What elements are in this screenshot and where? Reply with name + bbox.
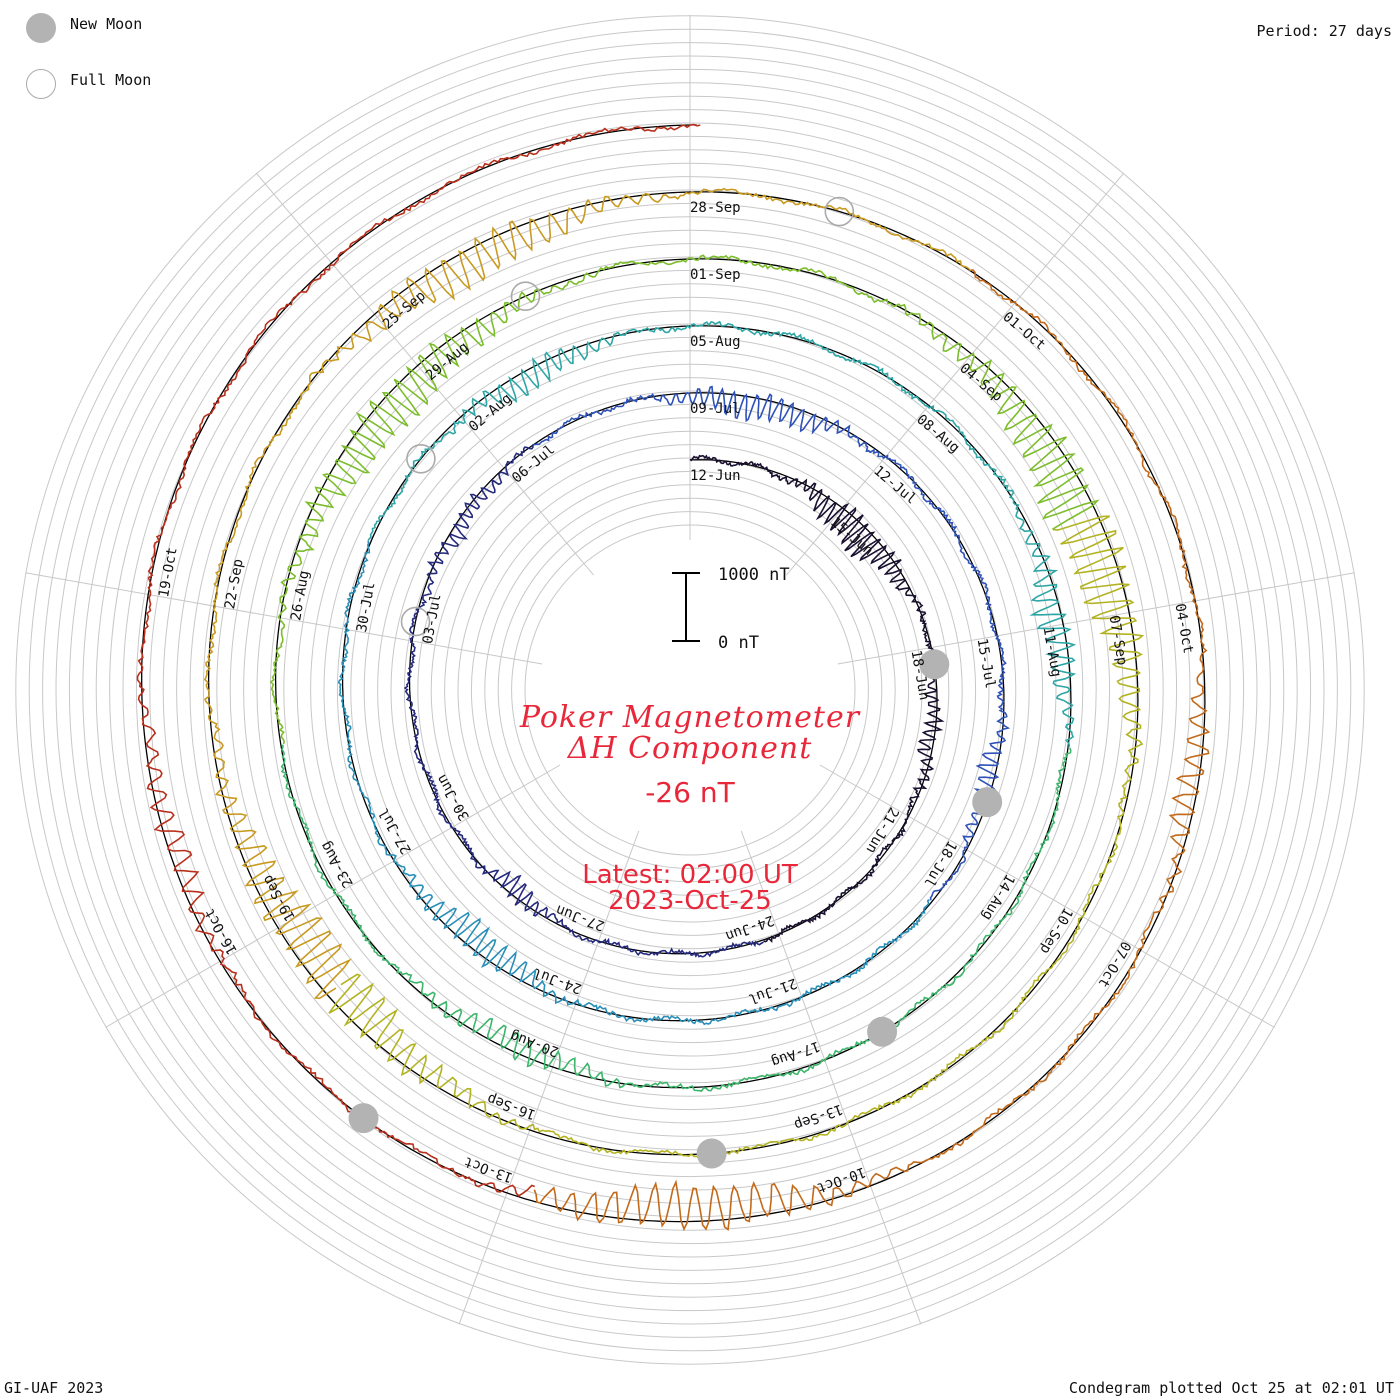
- baseline-spiral: [141, 124, 1206, 1223]
- scale-bar: 1000 nT 0 nT: [672, 565, 790, 653]
- latest-date: 2023-Oct-25: [608, 886, 772, 916]
- series-line: [367, 320, 1077, 748]
- period-label: Period: 27 days: [1256, 22, 1392, 40]
- current-value: -26 nT: [645, 776, 735, 809]
- legend-full-moon-label: Full Moon: [70, 71, 152, 89]
- date-label: 21-Jun: [862, 804, 901, 856]
- date-label: 07-Sep: [1106, 614, 1131, 667]
- date-label: 13-Oct: [462, 1153, 515, 1185]
- new-moon-marker: [348, 1103, 379, 1134]
- full-moon-marker: [510, 281, 541, 312]
- grid-circle: [497, 497, 883, 883]
- date-label: 05-Aug: [690, 334, 741, 350]
- scale-bottom-label: 0 nT: [718, 633, 759, 653]
- series-line: [328, 515, 1145, 1159]
- grid-spoke: [458, 830, 640, 1325]
- date-label: 16-Oct: [202, 905, 241, 957]
- series-line: [533, 269, 1211, 1232]
- full-moon-icon: [26, 69, 56, 99]
- date-label: 16-Sep: [485, 1090, 538, 1122]
- new-moon-icon: [26, 13, 56, 43]
- series-line: [337, 540, 930, 1026]
- chart-title: Poker Magnetometer: [519, 700, 861, 735]
- full-moon-marker: [400, 606, 431, 637]
- latest-time: Latest: 02:00 UT: [582, 860, 798, 890]
- date-label: 12-Jun: [690, 468, 741, 484]
- date-label: 09-Jul: [690, 401, 741, 417]
- moon-layer: [348, 196, 1003, 1169]
- grid-spoke: [105, 764, 561, 1028]
- grid-spoke: [255, 172, 594, 576]
- scale-top-label: 1000 nT: [718, 565, 790, 585]
- date-label: 02-Aug: [466, 390, 515, 435]
- date-label: 15-Jul: [974, 637, 999, 690]
- chart-component: ΔH Component: [567, 731, 813, 766]
- grid-circle: [511, 511, 869, 869]
- date-label: 01-Sep: [690, 267, 741, 283]
- grid-spoke: [25, 572, 543, 665]
- new-moon-marker: [696, 1138, 727, 1169]
- baseline-layer: [141, 124, 1206, 1223]
- legend-new-moon-label: New Moon: [70, 15, 143, 33]
- full-moon-marker: [406, 443, 436, 474]
- series-line: [203, 187, 970, 1000]
- spoke-layer: [25, 15, 1355, 1325]
- date-label: 21-Jul: [746, 974, 799, 1006]
- full-moon-marker: [824, 196, 855, 227]
- new-moon-marker: [919, 649, 950, 680]
- series-line: [533, 385, 1011, 901]
- new-moon-marker: [972, 787, 1003, 818]
- series-line: [403, 444, 764, 958]
- date-label: 24-Jul: [531, 964, 584, 996]
- grid-circle: [484, 484, 896, 896]
- label-layer: 12-Jun15-Jun18-Jun21-Jun24-Jun27-Jun30-J…: [156, 200, 1196, 1196]
- new-moon-marker: [867, 1016, 898, 1047]
- date-label: 06-Jul: [509, 442, 558, 487]
- date-label: 20-Aug: [508, 1027, 561, 1059]
- grid-spoke: [740, 830, 922, 1325]
- series-line: [280, 744, 1072, 1092]
- credit-label: GI-UAF 2023: [4, 1379, 104, 1397]
- series-line: [136, 123, 701, 1197]
- plotted-label: Condegram plotted Oct 25 at 02:01 UT: [1068, 1379, 1394, 1397]
- grid-spoke: [819, 764, 1275, 1028]
- date-label: 28-Sep: [690, 200, 741, 216]
- trace-layer: [136, 123, 1211, 1232]
- date-label: 13-Sep: [792, 1100, 845, 1132]
- series-line: [269, 254, 1100, 745]
